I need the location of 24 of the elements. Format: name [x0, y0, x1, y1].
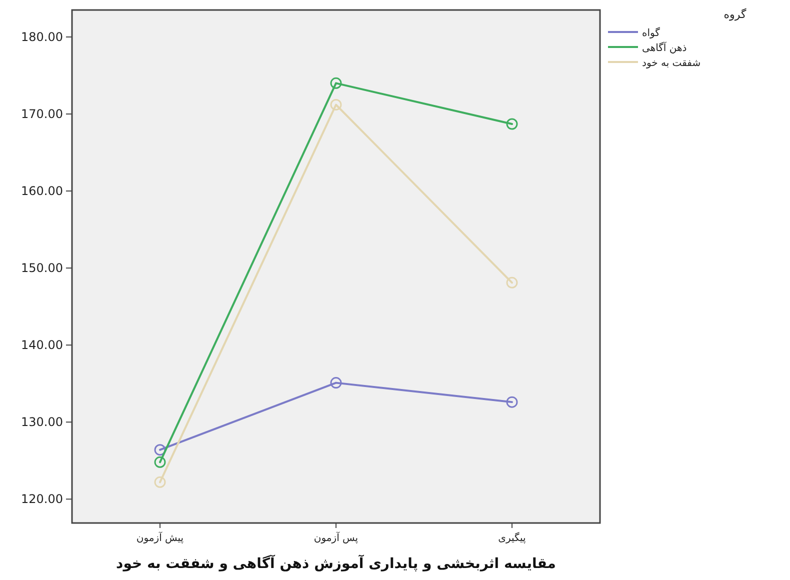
y-tick-label: 180.00 — [21, 30, 63, 44]
legend-label: شفقت به خود — [642, 58, 701, 69]
x-tick-label: پس آزمون — [314, 531, 358, 544]
y-tick-label: 130.00 — [21, 415, 63, 430]
point — [154, 444, 166, 456]
point — [506, 396, 518, 408]
point — [330, 377, 342, 389]
legend-title: گروه — [724, 8, 747, 21]
legend-label: ذهن آگاهی — [642, 41, 687, 54]
point — [154, 476, 166, 488]
y-tick-label: 150.00 — [21, 261, 63, 276]
point — [506, 276, 518, 288]
x-axis-title: مقایسه اثربخشی و پایداری آموزش ذهن آگاهی و شفقت به خود — [116, 554, 556, 572]
legend-label: گواه — [642, 27, 660, 39]
point — [154, 456, 166, 468]
y-tick-label: 120.00 — [21, 492, 63, 506]
point — [330, 77, 342, 89]
x-tick-label: پیگیری — [498, 532, 526, 544]
y-tick-label: 170.00 — [21, 106, 63, 121]
point — [330, 98, 342, 110]
x-tick-label: پیش آزمون — [136, 531, 184, 544]
point — [506, 118, 518, 130]
y-tick-label: 160.00 — [21, 184, 63, 198]
y-tick-label: 140.00 — [21, 338, 63, 352]
